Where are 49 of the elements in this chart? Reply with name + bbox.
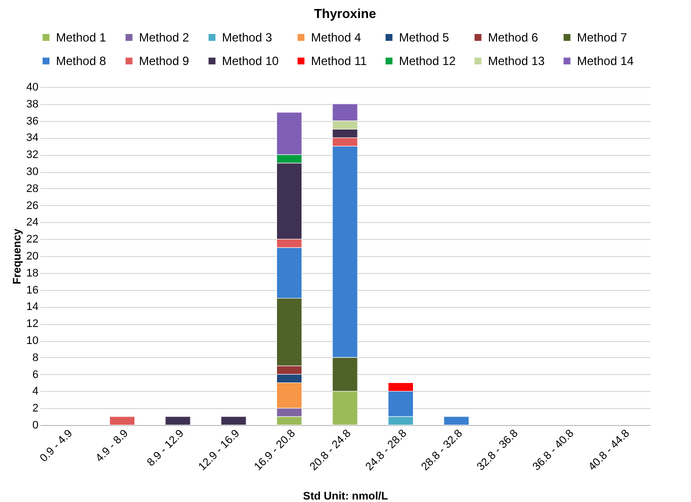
legend-label: Method 2 [139, 30, 190, 44]
legend-label: Method 8 [56, 54, 106, 68]
x-tick-label: 8.9 - 12.9 [145, 428, 186, 469]
y-tick-label: 24 [26, 216, 38, 229]
x-tick-label: 0.9 - 4.9 [38, 428, 75, 465]
legend-label: Method 1 [56, 30, 106, 44]
legend-label: Method 10 [222, 54, 280, 68]
x-tick-label: 32.8 - 36.8 [474, 428, 521, 474]
y-tick-label: 30 [26, 166, 38, 178]
y-tick-label: 32 [26, 149, 38, 162]
y-tick-label: 26 [26, 200, 38, 212]
y-tick-label: 28 [26, 182, 38, 195]
y-tick-label: 36 [26, 115, 38, 128]
legend-label: Method 6 [488, 30, 538, 44]
legend-label: Method 11 [311, 54, 368, 68]
x-tick-label: 36.8 - 40.8 [530, 428, 576, 474]
y-axis-title: Frequency [11, 228, 24, 284]
y-tick-label: 16 [26, 284, 38, 296]
y-tick-label: 0 [32, 420, 38, 432]
bar [220, 416, 246, 426]
legend-label: Method 5 [399, 30, 450, 44]
legend-label: Method 3 [222, 30, 272, 44]
y-tick-label: 4 [32, 386, 38, 398]
y-tick-label: 10 [26, 335, 38, 347]
y-tick-label: 20 [26, 250, 38, 262]
y-tick-label: 40 [26, 82, 38, 94]
y-tick-label: 12 [26, 318, 38, 330]
y-tick-label: 22 [26, 234, 38, 246]
y-tick-label: 6 [32, 368, 38, 381]
legend-label: Method 7 [577, 30, 628, 44]
y-tick-label: 18 [26, 267, 38, 280]
bar [444, 416, 470, 426]
bar [165, 416, 191, 426]
y-tick-label: 34 [26, 132, 38, 144]
y-tick-label: 14 [26, 301, 38, 314]
y-tick-label: 2 [32, 402, 38, 415]
x-axis-title: Std Unit: nmol/L [303, 490, 388, 502]
bar [109, 416, 135, 426]
chart-title: Thyroxine [314, 6, 376, 21]
legend-label: Method 4 [311, 30, 362, 44]
x-tick-label: 40.8 - 44.8 [586, 428, 632, 474]
legend-label: Method 9 [139, 54, 190, 68]
legend-label: Method 14 [577, 54, 634, 68]
y-tick-label: 8 [32, 352, 38, 364]
legend-label: Method 13 [488, 54, 546, 68]
x-tick-label: 4.9 - 8.9 [94, 428, 131, 465]
legend-label: Method 12 [399, 54, 456, 68]
x-tick-label: 12.9 - 16.9 [196, 428, 242, 474]
y-tick-label: 38 [26, 98, 38, 110]
